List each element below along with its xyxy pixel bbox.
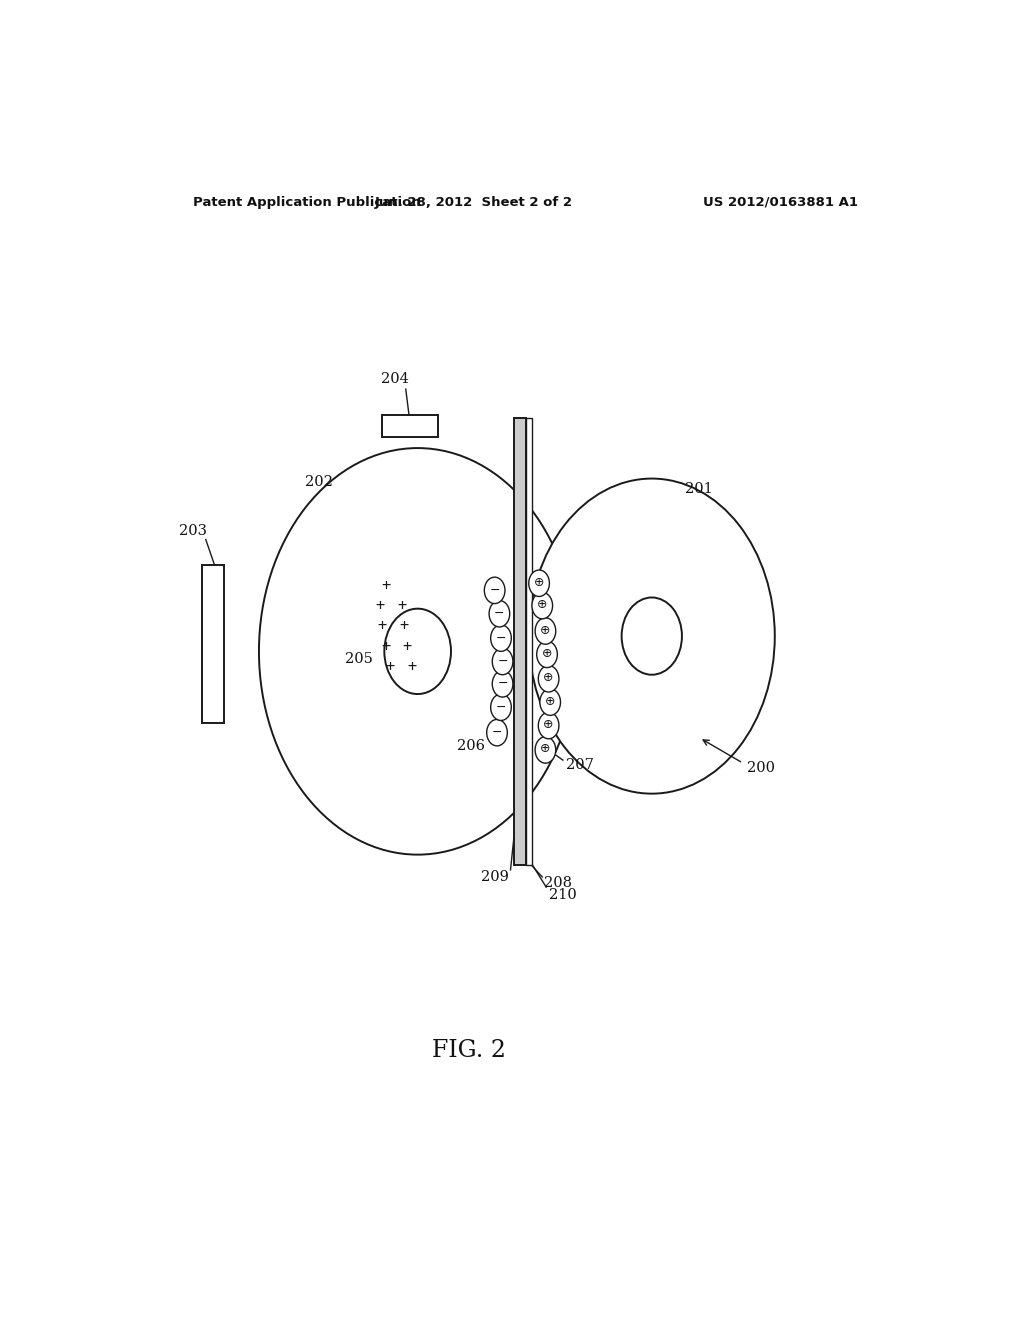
Circle shape [539, 713, 559, 739]
Text: ⊕: ⊕ [542, 647, 552, 660]
Text: +: + [408, 659, 417, 675]
Circle shape [622, 598, 682, 675]
Circle shape [540, 689, 560, 715]
Text: FIG. 2: FIG. 2 [432, 1039, 506, 1063]
Text: ⊕: ⊕ [541, 742, 551, 755]
Circle shape [490, 694, 511, 721]
Text: −: − [496, 632, 506, 644]
Circle shape [536, 618, 556, 644]
Circle shape [493, 671, 513, 697]
Text: 209: 209 [481, 870, 509, 884]
Text: +: + [402, 639, 412, 653]
Text: US 2012/0163881 A1: US 2012/0163881 A1 [703, 195, 858, 209]
Text: 210: 210 [549, 888, 577, 903]
Text: 200: 200 [748, 762, 775, 775]
Bar [526, 417, 531, 865]
Text: +: + [376, 598, 385, 612]
Text: 208: 208 [544, 876, 571, 890]
Text: 207: 207 [566, 758, 594, 772]
Text: ⊕: ⊕ [541, 623, 551, 636]
Text: ⊕: ⊕ [537, 598, 548, 611]
Text: 206: 206 [457, 739, 484, 752]
Circle shape [259, 447, 577, 854]
Circle shape [493, 648, 513, 675]
Bar [382, 414, 437, 437]
Circle shape [528, 570, 550, 597]
Text: +: + [381, 578, 390, 593]
Text: ⊕: ⊕ [544, 672, 554, 684]
Circle shape [539, 665, 559, 692]
Text: −: − [492, 726, 503, 739]
Circle shape [489, 601, 510, 627]
Circle shape [490, 624, 511, 651]
Text: ⊕: ⊕ [545, 694, 555, 708]
Text: +: + [378, 619, 386, 634]
Circle shape [484, 577, 505, 603]
Circle shape [486, 719, 507, 746]
Circle shape [537, 642, 557, 668]
Text: 202: 202 [304, 475, 333, 488]
Text: +: + [399, 619, 409, 634]
Text: 204: 204 [381, 372, 409, 385]
Circle shape [536, 737, 556, 763]
Text: ⊕: ⊕ [544, 718, 554, 731]
Circle shape [528, 479, 775, 793]
Text: +: + [397, 598, 407, 612]
Text: −: − [495, 607, 505, 620]
Bar [202, 565, 224, 722]
Text: 205: 205 [344, 652, 373, 667]
Text: Patent Application Publication: Patent Application Publication [194, 195, 421, 209]
Circle shape [531, 593, 553, 619]
Text: −: − [498, 677, 508, 690]
Text: Jun. 28, 2012  Sheet 2 of 2: Jun. 28, 2012 Sheet 2 of 2 [374, 195, 572, 209]
Text: −: − [498, 655, 508, 668]
Bar [514, 417, 526, 865]
Text: +: + [381, 639, 390, 653]
Text: 203: 203 [179, 524, 207, 539]
Text: ⊕: ⊕ [534, 576, 545, 589]
Text: −: − [496, 701, 506, 714]
Text: 201: 201 [685, 482, 713, 496]
Text: +: + [385, 659, 394, 675]
Text: −: − [489, 583, 500, 597]
Circle shape [384, 609, 451, 694]
